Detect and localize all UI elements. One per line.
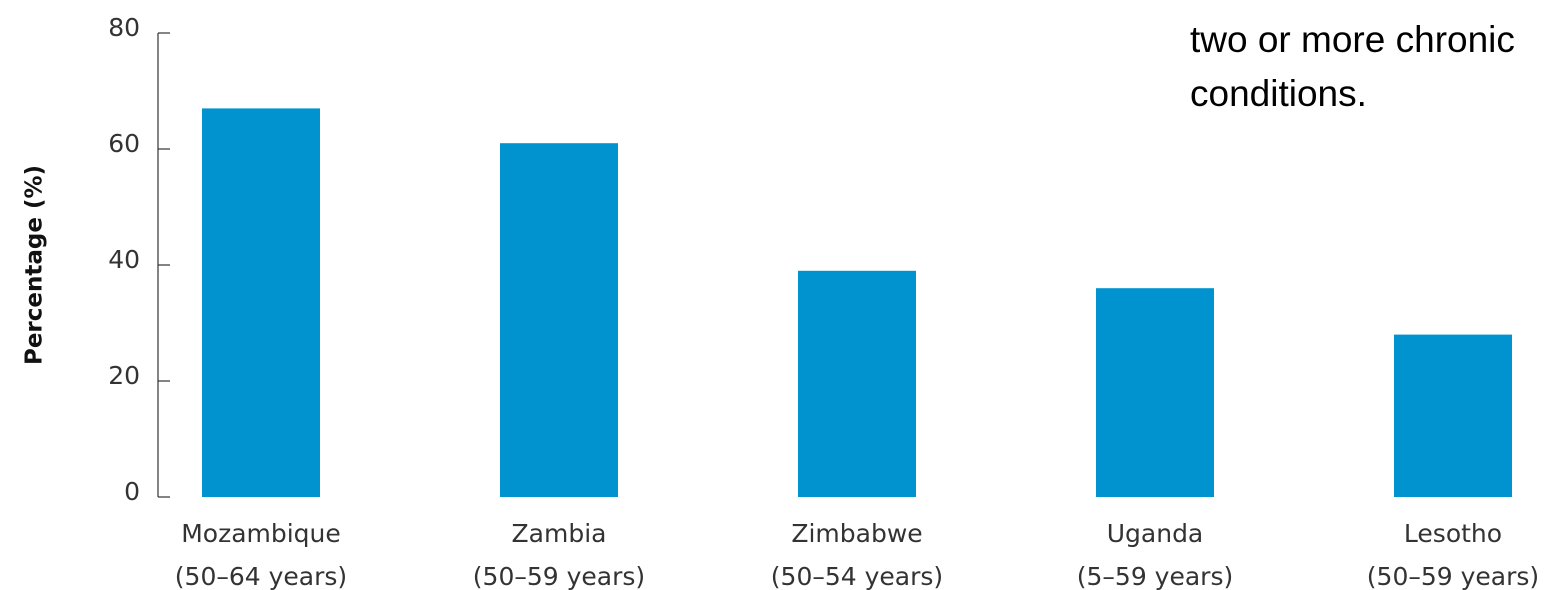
bar [500,143,618,497]
x-tick-label: (50–54 years) [771,562,943,590]
y-axis-label: Percentage (%) [22,165,48,365]
x-tick-label: Zimbabwe [791,519,922,548]
bar [202,108,320,498]
bar [798,270,916,497]
bar [1096,288,1214,497]
x-tick-label: (50–64 years) [175,562,347,590]
y-tick-label: 0 [124,477,140,506]
y-tick-label: 20 [108,361,140,390]
y-tick-label: 40 [108,245,140,274]
x-tick-label: Uganda [1107,519,1204,548]
x-tick-label: Zambia [512,519,607,548]
bar [1394,334,1512,497]
annotation: two or more chronic [1190,19,1515,60]
y-tick-label: 80 [108,13,140,42]
x-tick-label: Mozambique [181,519,341,548]
x-tick-label: (50–59 years) [473,562,645,590]
x-tick-label: (50–59 years) [1367,562,1539,590]
x-tick-label: Lesotho [1404,519,1502,548]
x-tick-label: (5–59 years) [1077,562,1233,590]
annotation: conditions. [1190,73,1367,114]
y-tick-label: 60 [108,129,140,158]
